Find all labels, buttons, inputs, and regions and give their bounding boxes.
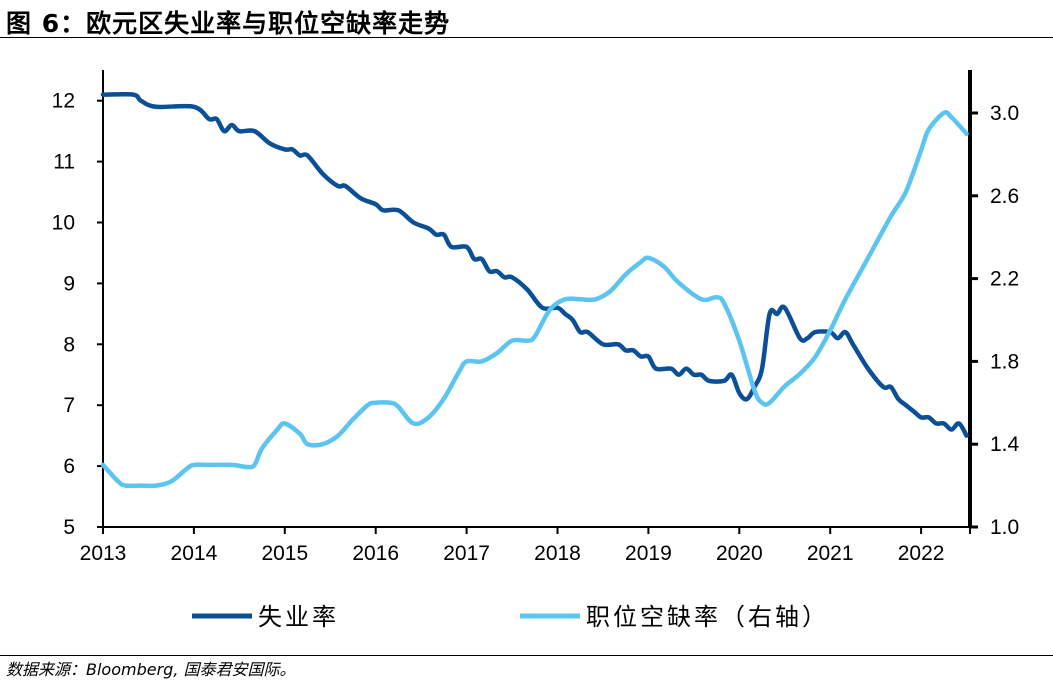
right-tick-label: 1.8 [990, 350, 1019, 373]
right-tick-label: 1.0 [990, 516, 1019, 539]
x-tick-label: 2021 [807, 542, 854, 565]
x-tick-label: 2014 [171, 542, 218, 565]
axes: 5 6 7 8 9 10 11 12 1.0 1.4 1.8 2.2 2.6 3.0 2013 2014 201… [52, 70, 1020, 565]
left-tick-label: 7 [63, 394, 75, 417]
x-tick-label: 2020 [716, 542, 763, 565]
line-chart: 5 6 7 8 9 10 11 12 1.0 1.4 1.8 2.2 2.6 3.0 2013 2014 201… [52, 70, 1020, 631]
x-tick-label: 2015 [261, 542, 308, 565]
series-line-0 [100, 91, 969, 438]
left-tick-label: 5 [63, 516, 75, 539]
legend-label-0: 失业率 [258, 603, 339, 631]
right-tick-label: 1.4 [990, 433, 1020, 456]
series-line-1 [100, 110, 969, 489]
left-tick-label: 6 [63, 455, 75, 478]
left-tick-label: 10 [52, 212, 75, 235]
left-tick-label: 8 [63, 333, 75, 356]
left-tick-label: 12 [52, 90, 75, 113]
x-tick-label: 2017 [443, 542, 490, 565]
right-tick-label: 3.0 [990, 102, 1019, 125]
right-tick-label: 2.2 [990, 268, 1019, 291]
source-divider [0, 655, 1053, 656]
x-tick-label: 2018 [534, 542, 581, 565]
figure-title: 图 6：欧元区失业率与职位空缺率走势 [6, 9, 451, 38]
series-lines [100, 91, 969, 489]
left-tick-label: 9 [63, 272, 75, 295]
x-tick-label: 2022 [898, 542, 945, 565]
left-tick-label: 11 [53, 151, 75, 174]
legend: 失业率 职位空缺率（右轴） [192, 603, 829, 631]
right-tick-label: 2.6 [990, 185, 1019, 208]
title-divider [0, 37, 1053, 38]
x-tick-label: 2016 [352, 542, 399, 565]
source-note: 数据来源：Bloomberg, 国泰君安国际。 [6, 660, 296, 679]
x-tick-label: 2019 [625, 542, 672, 565]
legend-label-1: 职位空缺率（右轴） [586, 603, 829, 631]
x-tick-label: 2013 [80, 542, 127, 565]
